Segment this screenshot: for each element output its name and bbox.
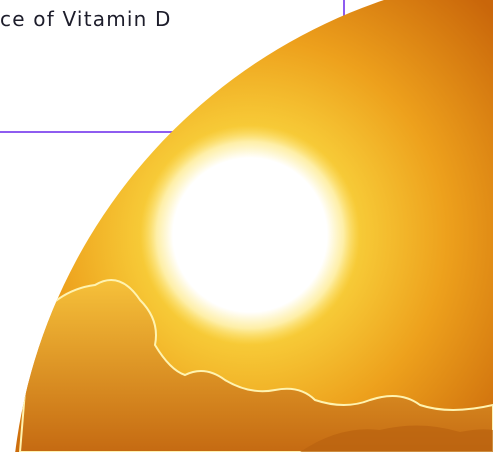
card-text: ce of Vitamin D [0, 7, 172, 31]
sun [140, 125, 360, 345]
clouds [18, 279, 493, 452]
cloud-lower [300, 425, 493, 452]
